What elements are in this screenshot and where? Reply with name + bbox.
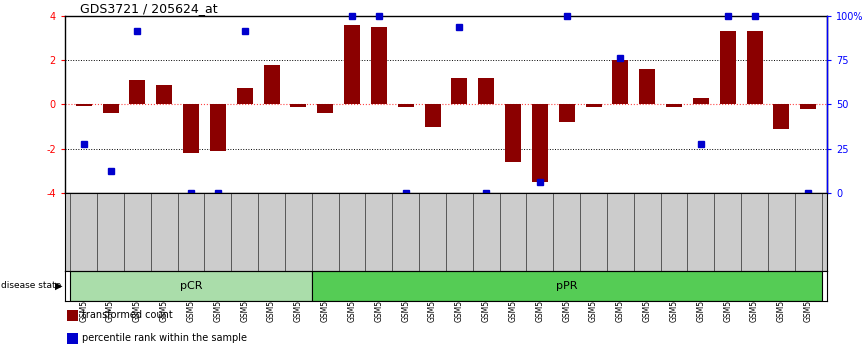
Bar (344, 25, 360, 104)
Text: ▶: ▶ (55, 281, 62, 291)
Bar (773, 104, 790, 129)
Text: pPR: pPR (556, 281, 578, 291)
Bar (263, 64, 280, 104)
Bar (800, 104, 817, 109)
Bar (693, 98, 709, 104)
Bar (183, 104, 199, 153)
Bar (129, 80, 145, 104)
Bar (156, 85, 172, 104)
Bar (478, 78, 494, 104)
Bar (236, 88, 253, 104)
Bar (67, 333, 78, 343)
Bar (424, 104, 441, 126)
Bar (70, 271, 312, 301)
Bar (612, 60, 629, 104)
Bar (505, 104, 521, 162)
Bar (559, 104, 575, 122)
Bar (312, 271, 822, 301)
Bar (720, 32, 736, 104)
Bar (532, 104, 548, 182)
Bar (290, 104, 307, 107)
Text: pCR: pCR (180, 281, 203, 291)
Bar (317, 104, 333, 113)
Bar (451, 78, 468, 104)
Bar (746, 32, 763, 104)
Bar (585, 104, 602, 107)
Text: GDS3721 / 205624_at: GDS3721 / 205624_at (81, 2, 218, 15)
Bar (397, 104, 414, 107)
Bar (75, 104, 92, 105)
Bar (639, 69, 656, 104)
Text: transformed count: transformed count (82, 310, 173, 320)
Text: percentile rank within the sample: percentile rank within the sample (82, 333, 247, 343)
Bar (67, 310, 78, 321)
Text: disease state: disease state (1, 281, 61, 290)
Bar (666, 104, 682, 107)
Bar (210, 104, 226, 151)
Bar (371, 27, 387, 104)
Bar (102, 104, 119, 113)
